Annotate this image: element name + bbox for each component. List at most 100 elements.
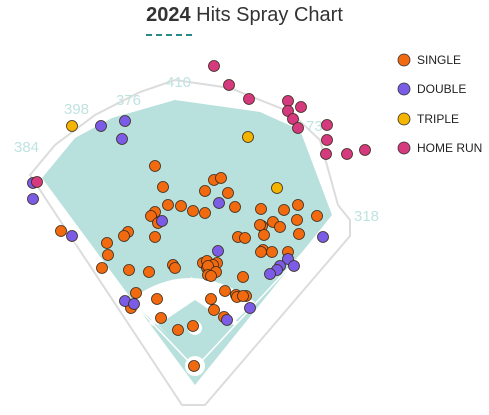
title-underline [146, 34, 192, 36]
hit-point-double-5 [66, 230, 78, 242]
hit-point-home-run-6 [287, 113, 299, 125]
third-base [148, 318, 157, 327]
hit-point-double-15 [128, 298, 140, 310]
hit-point-single-58 [237, 290, 249, 302]
legend-swatch-double [397, 82, 411, 96]
hit-point-single-14 [229, 201, 241, 213]
hit-point-single-59 [205, 293, 217, 305]
hit-point-single-38 [123, 264, 135, 276]
chart-title: 2024 Hits Spray Chart [0, 4, 489, 27]
legend-label-single: SINGLE [417, 53, 461, 67]
hit-point-single-10 [145, 210, 157, 222]
hit-point-single-66 [172, 324, 184, 336]
hit-point-home-run-12 [359, 144, 371, 156]
hit-point-double-6 [156, 215, 168, 227]
hit-point-single-18 [278, 204, 290, 216]
hit-point-single-65 [187, 320, 199, 332]
hit-point-home-run-0 [208, 60, 220, 72]
hit-point-single-40 [143, 266, 155, 278]
hit-point-double-2 [116, 133, 128, 145]
hit-point-single-37 [96, 262, 108, 274]
hit-point-single-64 [155, 312, 167, 324]
hit-point-single-39 [55, 225, 67, 237]
hit-point-double-17 [221, 314, 233, 326]
hit-point-triple-0 [66, 120, 78, 132]
hit-point-single-35 [101, 237, 113, 249]
hit-point-single-54 [219, 285, 231, 297]
hit-point-single-32 [149, 231, 161, 243]
hit-point-triple-2 [271, 182, 283, 194]
hit-point-double-1 [119, 115, 131, 127]
hit-point-double-0 [95, 120, 107, 132]
hit-point-single-63 [151, 293, 163, 305]
legend-swatch-home-run [397, 141, 411, 155]
hit-point-single-22 [258, 229, 270, 241]
hit-point-single-17 [255, 203, 267, 215]
hit-points [27, 60, 371, 372]
hit-point-home-run-9 [321, 134, 333, 146]
hit-point-home-run-13 [31, 176, 43, 188]
hit-point-single-60 [208, 304, 220, 316]
legend: SINGLE DOUBLE TRIPLE HOME RUN [397, 53, 482, 155]
legend-label-triple: TRIPLE [417, 112, 459, 126]
hit-point-single-53 [237, 271, 249, 283]
hit-point-double-10 [288, 260, 300, 272]
hit-point-single-29 [255, 246, 267, 258]
hit-point-single-7 [175, 200, 187, 212]
hit-point-single-1 [149, 160, 161, 172]
hit-point-home-run-8 [321, 119, 333, 131]
hit-point-single-2 [157, 181, 169, 193]
hit-point-single-16 [311, 210, 323, 222]
hit-point-home-run-3 [282, 95, 294, 107]
distance-label-left-center: 398 [64, 101, 89, 118]
legend-swatch-single [397, 53, 411, 67]
hit-point-double-13 [264, 268, 276, 280]
distance-label-left-center-2: 376 [116, 92, 141, 109]
outfield-grass [42, 100, 332, 385]
hit-point-triple-1 [242, 131, 254, 143]
distance-label-center-field: 410 [166, 74, 191, 91]
hit-point-single-15 [292, 199, 304, 211]
hit-point-double-8 [212, 245, 224, 257]
legend-swatch-triple [397, 112, 411, 126]
hit-point-home-run-2 [243, 93, 255, 105]
hit-point-single-25 [293, 228, 305, 240]
hit-point-home-run-10 [320, 148, 332, 160]
hit-point-single-8 [162, 199, 174, 211]
chart-title-year: 2024 [146, 4, 191, 26]
right-foul-line [196, 214, 339, 367]
hit-point-single-52 [205, 270, 217, 282]
hit-point-home-run-1 [223, 79, 235, 91]
second-base [187, 276, 196, 285]
hit-point-double-18 [317, 231, 329, 243]
hit-point-single-13 [199, 207, 211, 219]
hit-point-single-19 [291, 214, 303, 226]
hit-point-home-run-11 [341, 148, 353, 160]
distance-label-right-field: 318 [354, 208, 379, 225]
hit-point-single-0 [188, 360, 200, 372]
hit-point-single-5 [199, 185, 211, 197]
chart-title-text: Hits Spray Chart [196, 4, 343, 26]
hit-point-single-12 [187, 205, 199, 217]
hit-point-double-7 [213, 197, 225, 209]
hit-point-double-4 [27, 193, 39, 205]
hit-point-single-42 [169, 262, 181, 274]
hit-point-home-run-5 [295, 101, 307, 113]
hit-point-single-30 [266, 246, 278, 258]
distance-label-right-center: 73 [306, 118, 323, 135]
hit-point-double-16 [244, 302, 256, 314]
hit-point-single-23 [274, 221, 286, 233]
hit-point-single-61 [130, 287, 142, 299]
hit-point-home-run-7 [292, 122, 304, 134]
hit-point-single-34 [118, 230, 130, 242]
legend-label-home-run: HOME RUN [417, 141, 482, 155]
distance-label-left-field: 384 [14, 139, 39, 156]
hit-point-single-24 [254, 219, 266, 231]
left-foul-line [27, 191, 194, 367]
legend-label-double: DOUBLE [417, 82, 466, 96]
hit-point-single-27 [239, 232, 251, 244]
hit-point-single-6 [222, 187, 234, 199]
hit-point-single-4 [215, 172, 227, 184]
hit-point-single-36 [102, 249, 114, 261]
